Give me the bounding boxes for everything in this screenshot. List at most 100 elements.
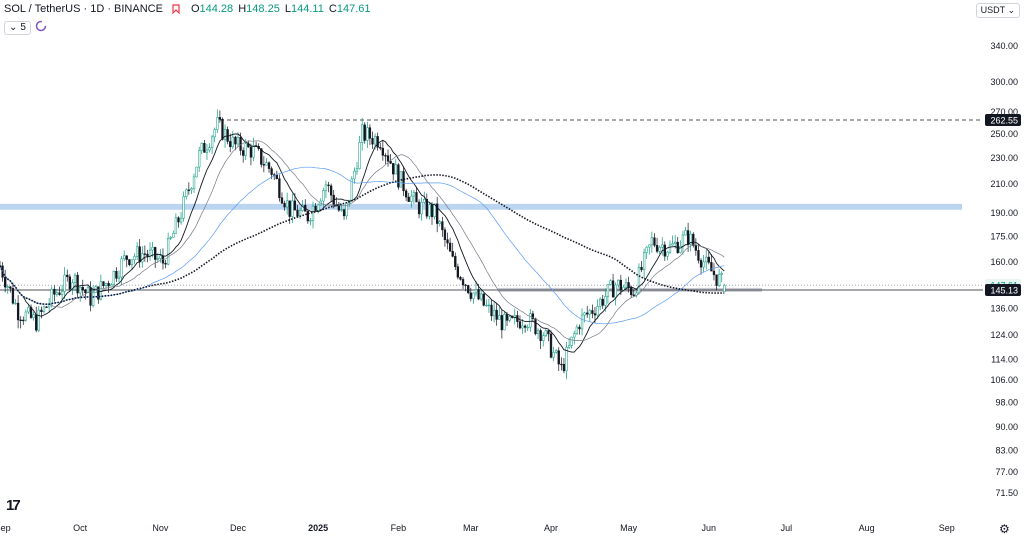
candle-body	[120, 258, 123, 278]
candle-body	[490, 304, 493, 317]
candle-body	[366, 127, 369, 141]
candle-body	[539, 330, 542, 342]
candle-body	[97, 286, 100, 300]
candle-body	[454, 256, 457, 267]
low-label: L	[284, 3, 292, 15]
candle-body	[710, 262, 713, 272]
candle-body	[322, 190, 325, 202]
y-tick-label: 270.00	[990, 107, 1018, 117]
settings-gear-icon[interactable]: ⚙	[999, 522, 1010, 536]
candle-body	[216, 117, 219, 130]
resistance-zone	[0, 203, 962, 210]
candle-body	[156, 258, 159, 260]
y-tick-label: 98.00	[995, 398, 1018, 408]
candle-body	[205, 149, 209, 153]
currency-selector[interactable]: USDT ⌄	[975, 3, 1020, 18]
candle-body	[76, 274, 79, 294]
candle-body	[226, 129, 229, 142]
candle-body	[329, 185, 333, 196]
candle-body	[598, 298, 602, 307]
candle-body	[213, 129, 216, 138]
candle-body	[262, 164, 266, 166]
candle-body	[373, 136, 377, 145]
candle-body	[653, 237, 656, 246]
candle-body	[702, 261, 705, 268]
candle-body	[448, 242, 452, 252]
candle-body	[425, 199, 428, 217]
candle-body	[392, 163, 395, 175]
candle-body	[596, 306, 599, 316]
candle-body	[492, 309, 496, 317]
candle-body	[642, 252, 646, 271]
market-status-icon	[171, 4, 181, 15]
candle-body	[355, 168, 359, 172]
candle-body	[159, 255, 162, 259]
refresh-icon[interactable]	[35, 20, 47, 35]
candle-body	[68, 276, 71, 290]
candle-body	[428, 204, 431, 217]
candle-body	[110, 284, 113, 287]
candle-body	[686, 230, 690, 245]
candle-body	[412, 192, 416, 197]
candle-body	[125, 255, 128, 260]
support-price-label: 145.13	[990, 286, 1018, 296]
candle-body	[681, 234, 685, 247]
candle-body	[482, 293, 485, 306]
candle-body	[384, 155, 387, 157]
candle-body	[637, 266, 641, 294]
candle-body	[236, 137, 240, 145]
candle-body	[60, 291, 64, 295]
candle-body	[441, 221, 444, 231]
candle-body	[404, 190, 408, 198]
candle-body	[198, 150, 201, 168]
candle-body	[436, 203, 439, 224]
candle-body	[306, 211, 309, 222]
candle-body	[684, 230, 687, 236]
candle-body	[505, 314, 509, 321]
candle-body	[169, 237, 172, 239]
candle-body	[107, 283, 110, 287]
candle-body	[141, 253, 144, 263]
candle-body	[123, 255, 126, 260]
indicator-toggle-button[interactable]: ⌄ 5	[4, 20, 31, 35]
candle-body	[394, 164, 397, 175]
candle-body	[177, 217, 180, 223]
candle-body	[174, 217, 178, 234]
candle-body	[135, 246, 139, 257]
candle-body	[617, 279, 620, 286]
y-tick-label: 136.00	[990, 304, 1018, 314]
candle-body	[84, 289, 87, 294]
indicator-bar: ⌄ 5	[4, 20, 47, 35]
symbol-title[interactable]: SOL / TetherUS · 1D · BINANCE	[4, 3, 163, 15]
resistance-price-label: 262.55	[990, 116, 1018, 126]
candle-body	[518, 321, 522, 329]
candle-body	[446, 239, 449, 244]
candle-body	[133, 256, 136, 260]
candle-body	[361, 124, 364, 143]
candle-body	[562, 364, 566, 372]
candle-body	[182, 196, 185, 219]
candle-body	[443, 229, 447, 240]
candle-body	[280, 197, 284, 204]
open-label: O	[190, 3, 200, 15]
candle-body	[588, 310, 591, 315]
candle-body	[337, 205, 341, 211]
candle-body	[301, 204, 304, 211]
x-tick-label: May	[620, 523, 638, 533]
candle-body	[244, 143, 247, 156]
candle-body	[467, 285, 470, 294]
candle-body	[143, 253, 147, 255]
candle-body	[19, 319, 22, 322]
candle-body	[172, 233, 175, 238]
candle-body	[166, 238, 170, 265]
y-tick-label: 124.00	[990, 330, 1018, 340]
candle-body	[14, 302, 17, 305]
candle-body	[63, 274, 66, 292]
candle-body	[99, 281, 103, 300]
candle-body	[342, 209, 346, 217]
candle-body	[45, 306, 48, 308]
x-tick-label: Nov	[152, 523, 169, 533]
zone-layer	[0, 203, 962, 292]
candle-body	[707, 256, 710, 263]
